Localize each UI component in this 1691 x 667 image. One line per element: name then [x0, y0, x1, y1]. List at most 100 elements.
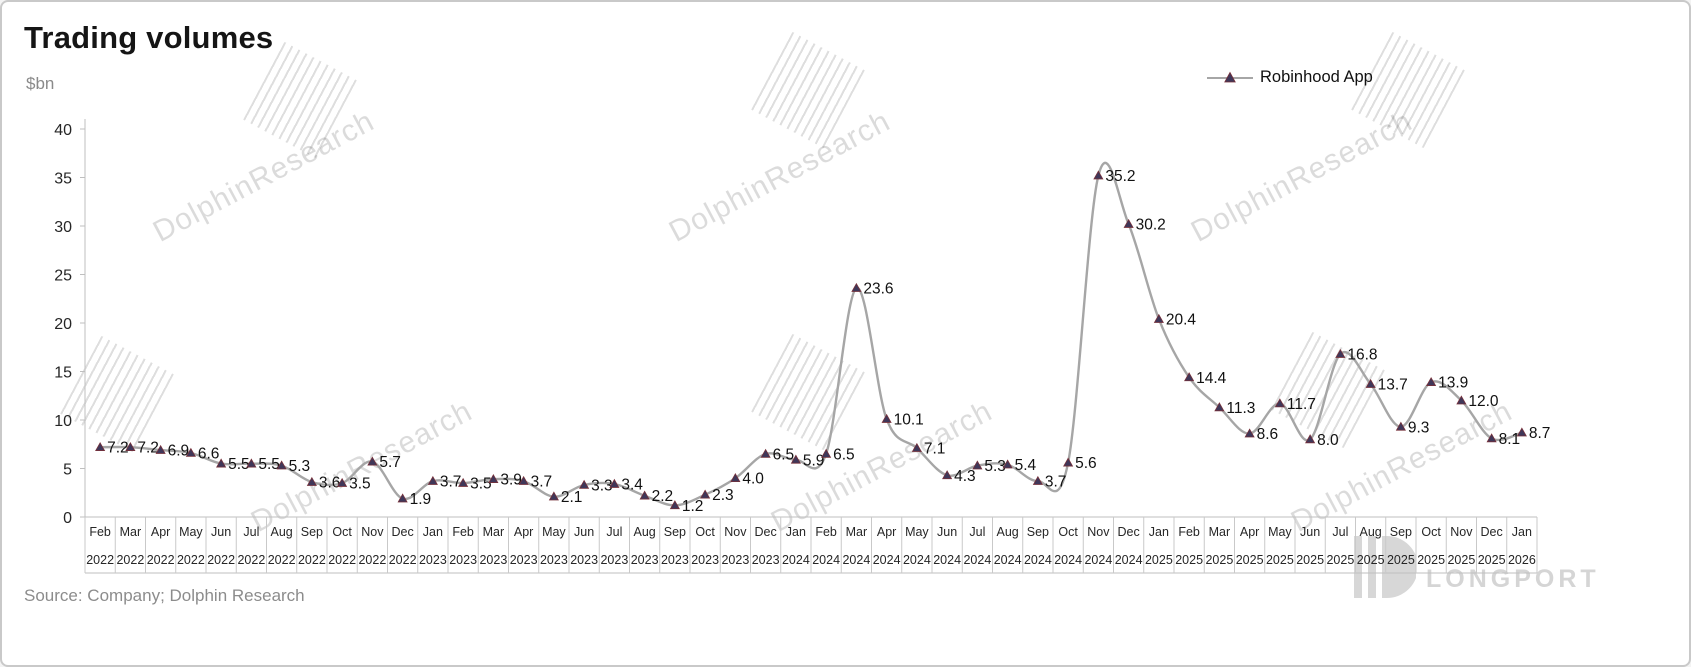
- svg-text:2024: 2024: [812, 553, 840, 567]
- svg-text:2023: 2023: [570, 553, 598, 567]
- svg-text:8.1: 8.1: [1499, 431, 1521, 448]
- svg-text:Apr: Apr: [514, 525, 533, 539]
- svg-text:2022: 2022: [147, 553, 175, 567]
- svg-text:2023: 2023: [661, 553, 689, 567]
- svg-text:3.5: 3.5: [349, 476, 371, 493]
- svg-text:2023: 2023: [510, 553, 538, 567]
- svg-text:Feb: Feb: [89, 525, 111, 539]
- svg-text:Jun: Jun: [574, 525, 594, 539]
- svg-text:Mar: Mar: [120, 525, 142, 539]
- svg-text:2024: 2024: [782, 553, 810, 567]
- svg-text:1.2: 1.2: [682, 498, 704, 515]
- legend-marker-icon: [1207, 71, 1253, 82]
- svg-text:Feb: Feb: [1178, 525, 1200, 539]
- y-axis-unit-label: $bn: [26, 74, 55, 93]
- page-title: Trading volumes: [24, 20, 274, 55]
- svg-text:2022: 2022: [358, 553, 386, 567]
- svg-text:Aug: Aug: [1360, 525, 1382, 539]
- svg-text:Apr: Apr: [877, 525, 896, 539]
- svg-text:Feb: Feb: [452, 525, 474, 539]
- svg-text:Jul: Jul: [243, 525, 259, 539]
- svg-text:Jan: Jan: [786, 525, 806, 539]
- svg-text:5.5: 5.5: [228, 456, 250, 473]
- svg-text:2.3: 2.3: [712, 487, 734, 504]
- svg-text:3.5: 3.5: [470, 476, 492, 493]
- svg-text:Oct: Oct: [332, 525, 352, 539]
- svg-text:Dec: Dec: [392, 525, 414, 539]
- svg-text:6.9: 6.9: [168, 443, 190, 460]
- svg-text:2025: 2025: [1326, 553, 1354, 567]
- svg-text:2023: 2023: [752, 553, 780, 567]
- svg-text:4.3: 4.3: [954, 468, 976, 485]
- svg-text:16.8: 16.8: [1347, 347, 1377, 364]
- svg-text:Oct: Oct: [1058, 525, 1078, 539]
- svg-text:35.2: 35.2: [1105, 168, 1135, 185]
- svg-text:2025: 2025: [1387, 553, 1415, 567]
- svg-text:Jun: Jun: [1300, 525, 1320, 539]
- svg-text:May: May: [542, 525, 566, 539]
- svg-text:2023: 2023: [540, 553, 568, 567]
- svg-text:2025: 2025: [1236, 553, 1264, 567]
- svg-text:Sep: Sep: [664, 525, 686, 539]
- svg-text:2023: 2023: [600, 553, 628, 567]
- legend: Robinhood App: [1207, 68, 1373, 87]
- svg-text:25: 25: [54, 268, 72, 285]
- svg-text:11.7: 11.7: [1287, 396, 1316, 413]
- svg-text:Aug: Aug: [634, 525, 656, 539]
- svg-text:2024: 2024: [873, 553, 901, 567]
- svg-text:5.7: 5.7: [379, 454, 401, 471]
- svg-text:2025: 2025: [1175, 553, 1203, 567]
- svg-text:2.2: 2.2: [652, 488, 674, 505]
- svg-text:2024: 2024: [1054, 553, 1082, 567]
- svg-text:12.0: 12.0: [1468, 393, 1499, 410]
- svg-text:Mar: Mar: [1209, 525, 1231, 539]
- svg-text:7.2: 7.2: [137, 440, 159, 457]
- svg-text:2024: 2024: [903, 553, 931, 567]
- svg-text:7.2: 7.2: [107, 440, 129, 457]
- svg-text:2022: 2022: [268, 553, 296, 567]
- svg-text:2024: 2024: [1115, 553, 1143, 567]
- svg-text:Oct: Oct: [695, 525, 715, 539]
- svg-text:Dec: Dec: [1118, 525, 1140, 539]
- svg-text:Apr: Apr: [151, 525, 170, 539]
- svg-text:Aug: Aug: [271, 525, 293, 539]
- svg-text:5.3: 5.3: [984, 458, 1006, 475]
- svg-text:May: May: [179, 525, 203, 539]
- svg-text:Jun: Jun: [211, 525, 231, 539]
- svg-text:Jan: Jan: [1512, 525, 1532, 539]
- svg-text:3.4: 3.4: [621, 477, 643, 494]
- svg-text:20.4: 20.4: [1166, 312, 1197, 329]
- svg-text:2022: 2022: [116, 553, 144, 567]
- svg-text:2023: 2023: [419, 553, 447, 567]
- svg-text:6.5: 6.5: [833, 446, 855, 463]
- svg-text:2022: 2022: [389, 553, 417, 567]
- svg-text:Sep: Sep: [1390, 525, 1412, 539]
- svg-text:2022: 2022: [298, 553, 326, 567]
- svg-text:30.2: 30.2: [1136, 217, 1166, 234]
- svg-text:11.3: 11.3: [1226, 400, 1255, 417]
- svg-text:2025: 2025: [1296, 553, 1324, 567]
- svg-text:8.6: 8.6: [1257, 426, 1279, 443]
- svg-text:8.0: 8.0: [1317, 432, 1339, 449]
- svg-text:2022: 2022: [328, 553, 356, 567]
- svg-text:2023: 2023: [631, 553, 659, 567]
- svg-text:Jun: Jun: [937, 525, 957, 539]
- svg-text:Apr: Apr: [1240, 525, 1259, 539]
- svg-text:2024: 2024: [963, 553, 991, 567]
- longport-logo-icon: [1354, 536, 1416, 598]
- svg-text:2022: 2022: [207, 553, 235, 567]
- svg-text:May: May: [905, 525, 929, 539]
- svg-text:3.6: 3.6: [319, 475, 341, 492]
- svg-text:Jul: Jul: [1332, 525, 1348, 539]
- svg-text:15: 15: [54, 365, 72, 382]
- svg-text:Jul: Jul: [606, 525, 622, 539]
- svg-text:2023: 2023: [479, 553, 507, 567]
- svg-text:2023: 2023: [449, 553, 477, 567]
- svg-text:2025: 2025: [1266, 553, 1294, 567]
- svg-text:3.9: 3.9: [500, 472, 522, 489]
- svg-text:Nov: Nov: [1450, 525, 1473, 539]
- svg-text:2.1: 2.1: [561, 489, 583, 506]
- svg-text:2025: 2025: [1447, 553, 1475, 567]
- svg-text:5.3: 5.3: [289, 458, 311, 475]
